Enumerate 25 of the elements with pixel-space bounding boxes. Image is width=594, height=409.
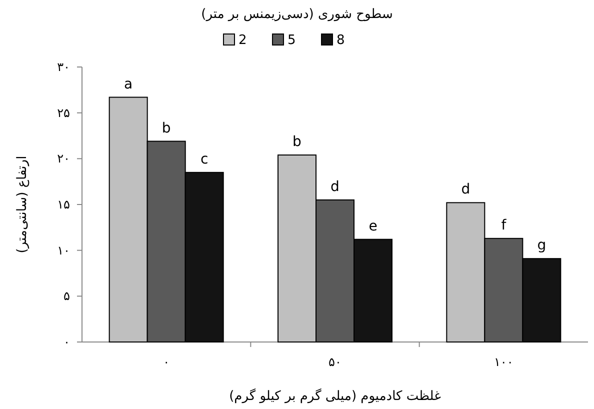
y-axis-title: ارتفاع (سانتی‌متر) — [15, 156, 30, 254]
legend-label: 5 — [288, 33, 296, 48]
x-axis-title: غلظت کادمیوم (میلی گرم بر کیلو گرم) — [229, 388, 442, 404]
data-label: b — [292, 134, 302, 150]
legend-label: 8 — [336, 33, 345, 48]
data-label: a — [124, 76, 133, 92]
y-tick-label: ۲۵ — [57, 106, 70, 120]
data-label: g — [537, 238, 546, 254]
x-tick-label: ۱۰۰ — [494, 355, 514, 369]
legend-label: 2 — [238, 33, 247, 48]
data-label: d — [330, 178, 340, 195]
y-tick-label: ۱۰ — [57, 243, 70, 258]
y-tick-label: ۰ — [64, 335, 70, 349]
data-label: e — [368, 218, 378, 234]
y-tick-label: ۱۵ — [57, 198, 70, 212]
data-label: c — [200, 151, 208, 168]
y-tick-label: ۵ — [64, 289, 70, 304]
x-tick-label: ۵۰ — [328, 355, 342, 369]
y-tick-label: ۳۰ — [57, 60, 70, 74]
chart-title: سطوح شوری (دسی‌زیمنس بر متر) — [201, 7, 393, 22]
y-tick-label: ۲۰ — [57, 152, 70, 166]
data-label: b — [162, 120, 171, 136]
data-label: d — [461, 182, 470, 198]
x-tick-label: ۰ — [163, 355, 170, 369]
data-label: f — [501, 217, 508, 234]
